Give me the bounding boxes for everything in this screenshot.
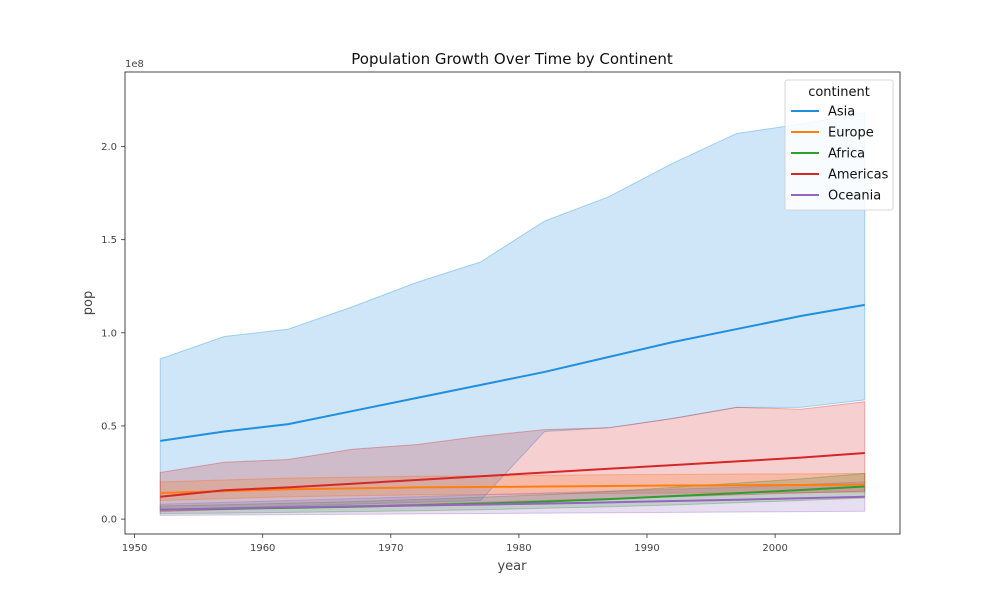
legend-label: Africa xyxy=(828,147,865,162)
legend-label: Asia xyxy=(828,105,855,120)
line-asia xyxy=(160,303,865,442)
band-asia xyxy=(159,112,866,511)
legend-item-americas: Americas xyxy=(791,168,889,183)
x-axis-label: year xyxy=(497,559,527,574)
band-africa xyxy=(159,472,866,515)
y-axis-label: pop xyxy=(81,291,96,315)
y-tick-label: 1.0 xyxy=(101,328,117,339)
legend-item-europe: Europe xyxy=(791,126,874,141)
x-axis: 1950 1960 1970 1980 1990 2000 xyxy=(122,534,788,554)
y-tick-label: 2.0 xyxy=(101,142,117,153)
y-tick-label: 0.0 xyxy=(101,515,117,526)
legend-item-africa: Africa xyxy=(791,147,865,162)
y-tick-label: 1.5 xyxy=(101,235,117,246)
legend-item-oceania: Oceania xyxy=(791,189,881,204)
x-tick-label: 2000 xyxy=(762,543,787,554)
line-americas xyxy=(160,451,865,498)
x-tick-label: 1970 xyxy=(378,543,403,554)
y-axis: 0.0 0.5 1.0 1.5 2.0 xyxy=(101,142,125,526)
confidence-bands xyxy=(159,112,866,516)
legend-item-asia: Asia xyxy=(791,105,855,120)
chart-title: Population Growth Over Time by Continent xyxy=(351,50,673,68)
x-tick-label: 1980 xyxy=(506,543,531,554)
y-axis-scale-label: 1e8 xyxy=(125,59,144,70)
series-lines xyxy=(160,303,865,511)
x-tick-label: 1960 xyxy=(250,543,275,554)
line-oceania xyxy=(160,495,865,511)
legend-label: Europe xyxy=(828,126,874,141)
plot-frame xyxy=(124,71,901,535)
legend-label: Americas xyxy=(828,168,889,183)
legend: continent Asia Europe Africa Americas Oceani… xyxy=(784,79,894,211)
line-europe xyxy=(160,483,865,495)
legend-title: continent xyxy=(808,85,870,100)
y-tick-label: 0.5 xyxy=(101,421,117,432)
x-tick-label: 1990 xyxy=(634,543,659,554)
x-tick-label: 1950 xyxy=(122,543,147,554)
legend-label: Oceania xyxy=(828,189,881,204)
legend-items: Asia Europe Africa Americas Oceania xyxy=(791,105,889,204)
legend-box xyxy=(784,79,894,211)
